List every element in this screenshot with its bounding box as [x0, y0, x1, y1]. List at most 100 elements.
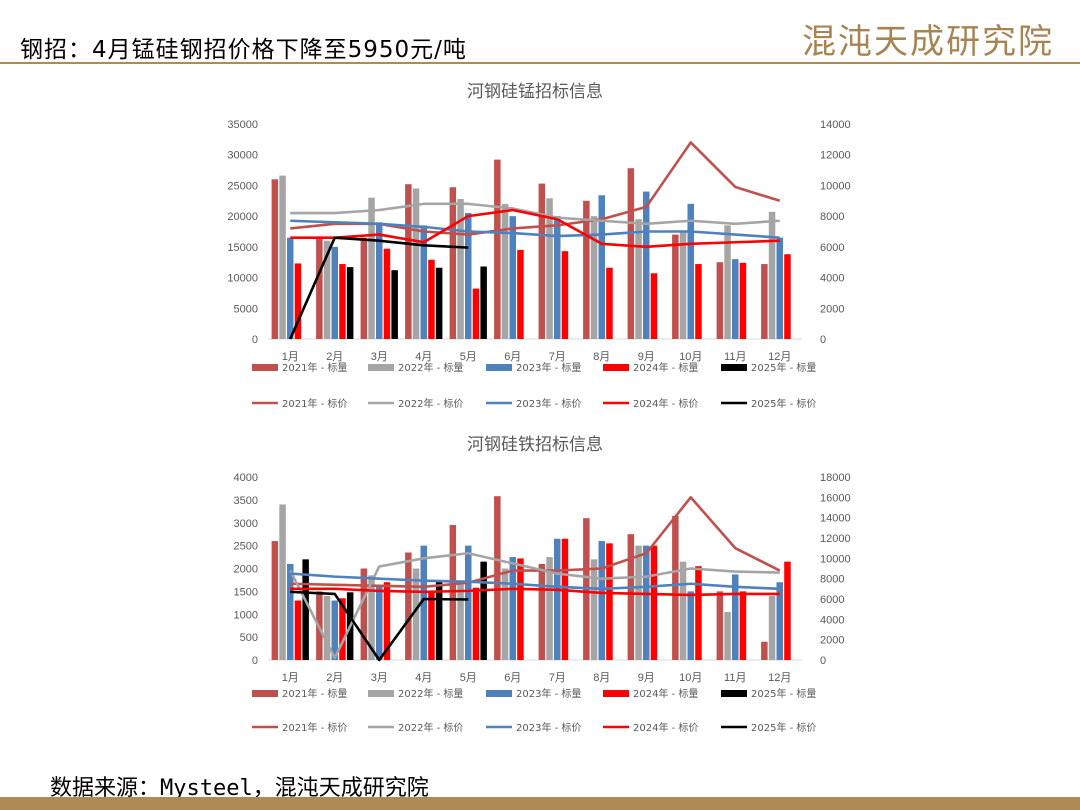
y-right-tick-label: 8000 [820, 574, 844, 586]
line-s2023 [290, 219, 780, 239]
bar-s2022 [768, 595, 776, 660]
bar-s2022 [590, 216, 598, 339]
bar-s2022 [546, 198, 553, 339]
bar-s2025 [480, 561, 487, 660]
bar-s2024 [517, 249, 524, 339]
bar-s2021 [271, 179, 279, 339]
footer-bar [0, 797, 1080, 810]
bar-s2023 [643, 545, 650, 660]
bar-s2022 [635, 219, 642, 339]
y-right-tick-label: 12000 [820, 533, 851, 545]
chart-2: 河钢硅铁招标信息 0 500 1000 1500 2000 2500 3000 3500 4000… [234, 435, 851, 734]
bar-s2021 [627, 168, 635, 339]
bar-s2025 [391, 270, 398, 339]
legend-line-label: 2022年 - 标价 [398, 721, 463, 734]
bar-s2023 [287, 237, 294, 339]
bar-s2024 [294, 600, 302, 660]
y-left-tick-label: 2000 [234, 564, 258, 576]
legend-bar-swatch [721, 690, 747, 697]
bar-s2024 [428, 591, 435, 660]
legend-line-label: 2024年 - 标价 [633, 721, 698, 734]
line-s2024 [290, 587, 780, 597]
bar-s2023 [376, 586, 383, 660]
y-right-tick-label: 0 [820, 334, 826, 346]
bar-s2021 [360, 237, 368, 339]
brand-logo: 混沌天成研究院 [802, 22, 1054, 62]
bar-s2022 [635, 545, 642, 660]
bar-s2022 [501, 568, 509, 660]
y-right-tick-label: 14000 [820, 513, 851, 525]
bar-s2021 [761, 264, 768, 339]
legend-line-label: 2022年 - 标价 [398, 397, 463, 410]
bar-s2023 [331, 600, 338, 660]
y-left-tick-label: 10000 [227, 273, 258, 285]
legend-bar-label: 2025年 - 标量 [751, 361, 816, 374]
x-tick-label: 4月 [415, 672, 432, 684]
bar-s2022 [279, 504, 286, 660]
bar-s2023 [687, 203, 694, 339]
legend-bar-label: 2023年 - 标量 [516, 361, 581, 374]
bar-s2024 [784, 561, 791, 660]
x-tick-label: 1月 [282, 672, 299, 684]
x-tick-label: 8月 [593, 672, 610, 684]
bar-s2022 [724, 611, 731, 660]
y-left-tick-label: 3000 [234, 518, 258, 530]
bar-s2024 [606, 267, 613, 339]
bar-s2021 [627, 534, 635, 660]
x-tick-label: 9月 [638, 351, 655, 363]
bar-s2023 [776, 237, 783, 339]
bar-s2024 [517, 558, 524, 660]
bar-s2023 [331, 246, 338, 339]
legend-bar-label: 2022年 - 标量 [398, 687, 463, 700]
bar-s2024 [561, 251, 569, 339]
data-source-note: 数据来源：Mysteel，混沌天成研究院 [50, 776, 429, 801]
y-right-tick-label: 10000 [820, 553, 851, 565]
line-s2022 [289, 551, 780, 660]
x-tick-label: 12月 [768, 351, 791, 363]
bar-s2022 [323, 595, 331, 660]
legend-bar-swatch [368, 690, 394, 697]
bar-s2022 [368, 197, 375, 339]
bar-s2022 [768, 211, 776, 339]
bar-s2022 [546, 557, 553, 660]
bar-s2024 [428, 259, 435, 339]
legend-line-label: 2021年 - 标价 [282, 721, 347, 734]
y-left-tick-label: 500 [240, 632, 258, 644]
x-tick-label: 9月 [638, 672, 655, 684]
bar-s2021 [405, 184, 412, 339]
y-right-tick-label: 6000 [820, 594, 844, 606]
bar-s2021 [538, 183, 546, 339]
bar-s2023 [554, 538, 561, 660]
x-tick-label: 12月 [768, 672, 791, 684]
bar-s2023 [643, 191, 650, 339]
bar-s2024 [383, 582, 391, 660]
legend-bar-swatch [603, 364, 629, 371]
bar-s2022 [724, 225, 731, 339]
line-s2025 [289, 236, 469, 340]
y-left-tick-label: 3500 [234, 495, 258, 507]
bar-s2022 [457, 582, 464, 660]
legend-bar-label: 2024年 - 标量 [633, 361, 698, 374]
x-tick-label: 4月 [415, 351, 432, 363]
bar-s2021 [494, 496, 501, 660]
bar-s2021 [761, 641, 768, 660]
bar-s2025 [480, 266, 487, 339]
legend-bar-swatch [721, 364, 747, 371]
bar-s2021 [405, 552, 412, 660]
bar-s2022 [279, 175, 286, 339]
x-tick-label: 1月 [282, 351, 299, 363]
bar-s2022 [679, 561, 687, 660]
bar-s2023 [420, 545, 427, 660]
bar-s2023 [732, 259, 739, 339]
legend-bar-swatch [252, 364, 278, 371]
x-tick-label: 2月 [326, 672, 343, 684]
y-left-tick-label: 35000 [227, 119, 258, 131]
x-tick-label: 11月 [724, 672, 746, 684]
y-right-tick-label: 18000 [820, 472, 851, 484]
bar-s2022 [323, 240, 331, 339]
bar-s2024 [339, 264, 346, 339]
y-left-tick-label: 2500 [234, 541, 258, 553]
legend-line-label: 2023年 - 标价 [516, 397, 581, 410]
bar-s2025 [435, 267, 443, 339]
